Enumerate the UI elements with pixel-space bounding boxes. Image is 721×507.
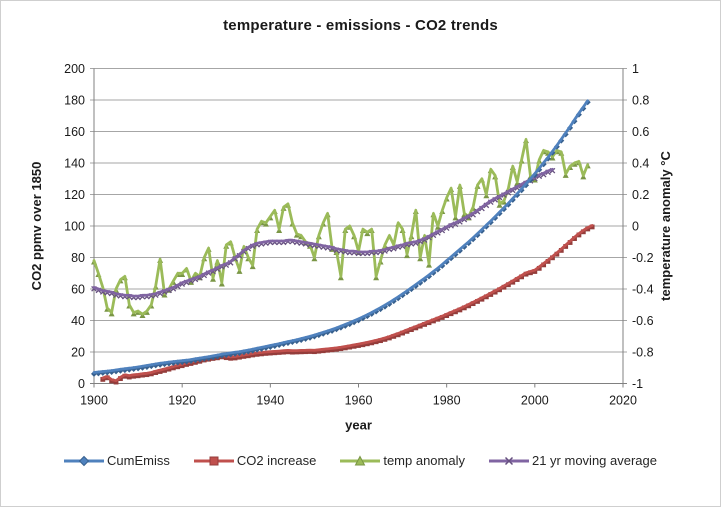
y-right-tick-label: 0.8: [632, 94, 649, 108]
series-cumemiss: [91, 99, 591, 377]
legend-label-temp-anomaly: temp anomaly: [383, 453, 465, 468]
y-right-tick-label: -0.2: [632, 251, 654, 265]
y-left-tick-label: 200: [64, 62, 85, 76]
y-axis-title-left: CO2 ppmv over 1850: [29, 162, 44, 291]
legend-marker-triangle: [340, 454, 381, 465]
legend-marker-diamond: [64, 455, 104, 466]
series-co2-increase: [100, 224, 595, 385]
y-right-tick-label: -1: [632, 377, 643, 391]
y-left-tick-label: 180: [64, 94, 85, 108]
chart-title: temperature - emissions - CO2 trends: [223, 17, 498, 34]
y-right-tick-label: -0.6: [632, 314, 654, 328]
y-axis-title-right: temperature anomaly °C: [658, 151, 673, 301]
y-left-tick-label: 160: [64, 125, 85, 139]
legend-item-moving-average: 21 yr moving average: [488, 453, 657, 468]
y-left-tick-label: 40: [71, 314, 85, 328]
y-right-tick-label: 0: [632, 220, 639, 234]
legend-item-cumemiss: CumEmiss: [64, 453, 170, 468]
legend-marker-square: [193, 456, 234, 465]
x-tick-label: 1900: [80, 394, 108, 408]
y-left-tick-label: 60: [71, 283, 85, 297]
y-right-tick-label: 0.4: [632, 157, 649, 171]
x-tick-label: 1960: [345, 394, 373, 408]
legend-label-co2-increase: CO2 increase: [236, 453, 317, 468]
y-left-tick-label: 80: [71, 251, 85, 265]
x-axis-title: year: [345, 418, 372, 433]
y-left-tick-label: 100: [64, 220, 85, 234]
y-left-tick-label: 20: [71, 346, 85, 360]
y-right-tick-label: 1: [632, 62, 639, 76]
legend-label-moving-average: 21 yr moving average: [531, 453, 657, 468]
legend-item-temp-anomaly: temp anomaly: [340, 453, 465, 468]
x-tick-label: 1940: [256, 394, 284, 408]
legend-marker-x: [488, 456, 529, 465]
x-tick-label: 1980: [433, 394, 461, 408]
y-right-tick-label: 0.6: [632, 125, 649, 139]
legend: CumEmiss CO2 increase temp anomaly 21 yr…: [1, 453, 720, 468]
y-left-tick-label: 140: [64, 157, 85, 171]
y-left-tick-label: 120: [64, 188, 85, 202]
x-tick-label: 2000: [521, 394, 549, 408]
x-tick-label: 1920: [168, 394, 196, 408]
series-21-yr-moving-average: [91, 167, 556, 301]
y-left-tick-label: 0: [78, 377, 85, 391]
y-right-tick-label: -0.8: [632, 346, 654, 360]
y-right-tick-label: -0.4: [632, 283, 654, 297]
x-tick-label: 2020: [609, 394, 637, 408]
legend-label-cumemiss: CumEmiss: [107, 453, 170, 468]
legend-item-co2-increase: CO2 increase: [193, 453, 317, 468]
y-right-tick-label: 0.2: [632, 188, 649, 202]
